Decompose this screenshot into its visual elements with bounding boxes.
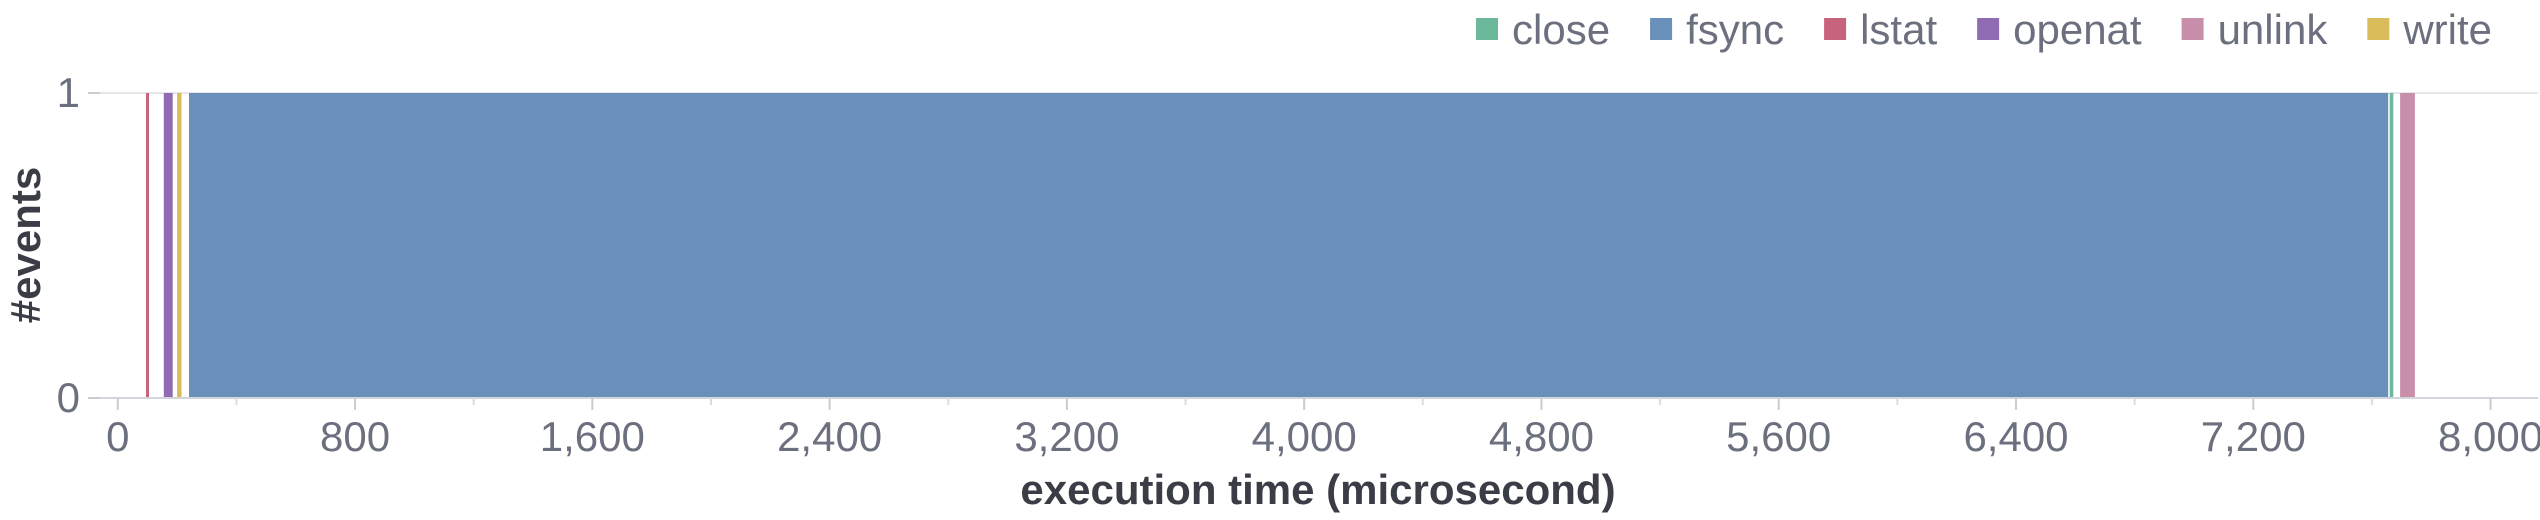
x-tick-label: 1,600 xyxy=(540,413,645,460)
legend-swatch-close xyxy=(1476,18,1499,40)
legend-label-write: write xyxy=(2402,6,2492,53)
bar-close xyxy=(2389,93,2394,398)
bar-lstat xyxy=(146,93,149,398)
legend-swatch-unlink xyxy=(2181,18,2204,40)
legend-swatch-fsync xyxy=(1650,18,1673,40)
x-tick-label: 8,000 xyxy=(2438,413,2540,460)
bar-openat xyxy=(163,93,173,398)
x-tick-label: 5,600 xyxy=(1726,413,1831,460)
bar-unlink xyxy=(2400,93,2415,398)
y-axis-title: #events xyxy=(2,167,49,323)
x-tick-label: 3,200 xyxy=(1014,413,1119,460)
x-tick-label: 7,200 xyxy=(2201,413,2306,460)
legend-label-openat: openat xyxy=(2013,6,2142,53)
x-axis-ticks: 0 800 1,600 2,400 3,200 4,000 4,800 5,600 6,400 7… xyxy=(106,398,2540,460)
bar-write xyxy=(177,93,182,398)
x-axis-title: execution time (microsecond) xyxy=(1020,466,1615,513)
x-tick-label: 6,400 xyxy=(1963,413,2068,460)
y-tick-label: 1 xyxy=(57,69,80,116)
x-tick-label: 0 xyxy=(106,413,129,460)
y-axis-ticks: 01 xyxy=(57,69,100,421)
legend-label-fsync: fsync xyxy=(1686,6,1784,53)
plot-area xyxy=(146,93,2415,398)
legend-label-lstat: lstat xyxy=(1860,6,1937,53)
legend-swatch-openat xyxy=(1977,18,2000,40)
legend-swatch-write xyxy=(2367,18,2390,40)
x-tick-label: 800 xyxy=(320,413,390,460)
x-tick-label: 4,000 xyxy=(1252,413,1357,460)
legend-label-unlink: unlink xyxy=(2218,6,2329,53)
chart-legend: close fsync lstat openat unlink write xyxy=(1476,6,2492,53)
y-tick-label: 0 xyxy=(57,374,80,421)
x-tick-label: 2,400 xyxy=(777,413,882,460)
bar-fsync xyxy=(189,93,2389,398)
x-tick-label: 4,800 xyxy=(1489,413,1594,460)
legend-label-close: close xyxy=(1512,6,1610,53)
legend-swatch-lstat xyxy=(1824,18,1847,40)
